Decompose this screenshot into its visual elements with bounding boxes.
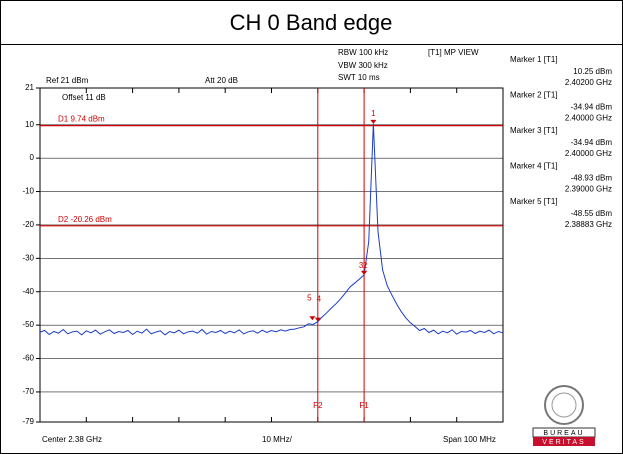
marker-level: -48.93 dBm xyxy=(571,174,613,183)
vbw: VBW 300 kHz xyxy=(338,61,388,70)
marker-freq: 2.40000 GHz xyxy=(565,114,612,123)
marker-name: Marker 1 [T1] xyxy=(510,55,558,64)
y-tick-label: -40 xyxy=(22,287,34,296)
marker-level: 10.25 dBm xyxy=(573,67,612,76)
logo-seal xyxy=(544,385,584,425)
display-line-label: D2 -20.26 dBm xyxy=(58,215,112,224)
logo-top: BUREAU xyxy=(543,430,584,437)
y-tick-label: -50 xyxy=(22,320,34,329)
y-tick-label: 0 xyxy=(30,153,35,162)
marker xyxy=(361,270,368,275)
y-tick-label: -30 xyxy=(22,253,34,262)
marker-id: 5 xyxy=(307,293,312,302)
marker xyxy=(309,316,316,321)
y-tick-label: 21 xyxy=(25,83,34,92)
y-tick-label: -10 xyxy=(22,187,34,196)
y-tick-label: -60 xyxy=(22,354,34,363)
offset: Offset 11 dB xyxy=(62,93,106,102)
display-line-label: D1 9.74 dBm xyxy=(58,115,105,124)
marker-level: -34.94 dBm xyxy=(571,103,613,112)
span-label: Span 100 MHz xyxy=(443,435,496,444)
title: CH 0 Band edge xyxy=(230,10,393,35)
y-tick-label: -20 xyxy=(22,220,34,229)
marker-level: -34.94 dBm xyxy=(571,138,613,147)
logo-bottom-box xyxy=(533,437,595,446)
logo-bottom: VERITAS xyxy=(542,439,585,446)
attenuation: Att 20 dB xyxy=(205,76,238,85)
logo: BUREAU VERITAS xyxy=(532,385,596,446)
marker-id: 3 xyxy=(359,261,364,270)
marker xyxy=(314,317,321,322)
marker-name: Marker 4 [T1] xyxy=(510,162,558,171)
swt: SWT 10 ms xyxy=(338,73,380,82)
marker-name: Marker 2 [T1] xyxy=(510,91,558,100)
marker xyxy=(370,119,377,124)
marker-freq: 2.40200 GHz xyxy=(565,78,612,87)
trace xyxy=(39,123,504,336)
marker-id: 2 xyxy=(363,261,368,270)
div-label: 10 MHz/ xyxy=(262,435,293,444)
y-tick-label: -79 xyxy=(22,417,34,426)
marker-name: Marker 3 [T1] xyxy=(510,126,558,135)
center-label: Center 2.38 GHz xyxy=(42,435,102,444)
marker-level: -48.55 dBm xyxy=(571,209,613,218)
ref-level: Ref 21 dBm xyxy=(46,76,89,85)
frequency-line-label: F1 xyxy=(359,401,369,410)
y-tick-label: 10 xyxy=(25,120,34,129)
marker-id: 4 xyxy=(317,295,322,304)
marker-freq: 2.39000 GHz xyxy=(565,185,612,194)
rbw: RBW 100 kHz xyxy=(338,48,388,57)
marker-id: 1 xyxy=(371,109,376,118)
logo-seal-inner xyxy=(551,392,577,418)
mode: [T1] MP VIEW xyxy=(428,48,479,57)
y-tick-label: -70 xyxy=(22,387,34,396)
marker-freq: 2.40000 GHz xyxy=(565,149,612,158)
frequency-line-label: F2 xyxy=(313,401,323,410)
marker-name: Marker 5 [T1] xyxy=(510,197,558,206)
marker-freq: 2.38883 GHz xyxy=(565,220,612,229)
